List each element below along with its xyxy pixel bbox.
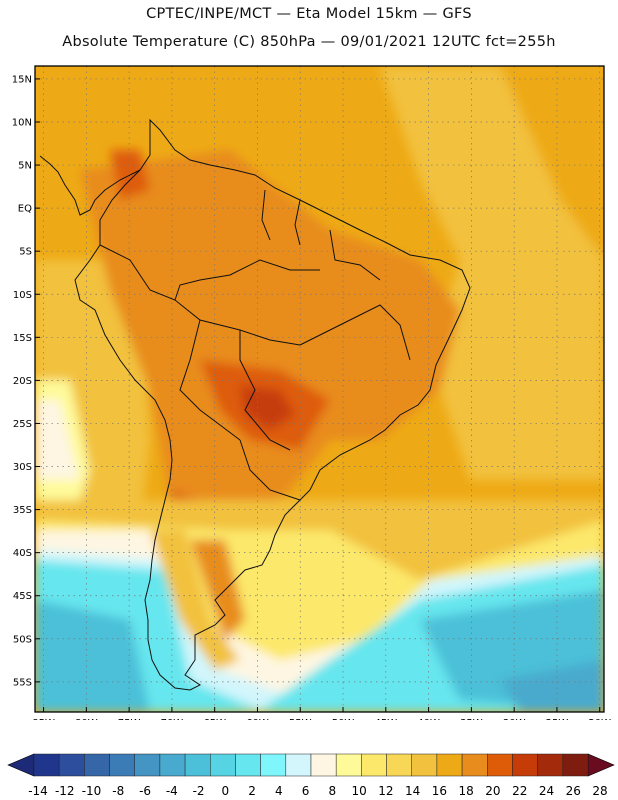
colorbar-label: -8 [112,784,124,798]
colorbar-label: 4 [275,784,283,798]
colorbar-box [210,753,236,777]
colorbar-box [461,753,488,777]
lon-label: 85W [32,718,55,720]
colorbar-box [537,753,564,777]
lon-label: 70W [161,718,184,720]
lon-label: 20W [588,718,611,720]
colorbar-label: 16 [432,784,447,798]
colorbar-box [487,753,513,777]
colorbar: -14 -12 -10 -8 -6 -4 -2 0 2 4 6 8 10 12 14 16 18 20 22 24 26… [7,753,615,798]
colorbar-box [386,753,412,777]
colorbar-label: 28 [592,784,607,798]
colorbar-label: -10 [82,784,102,798]
colorbar-box [436,753,463,777]
lat-label: 10S [13,290,32,301]
colorbar-box [184,753,211,777]
temperature-map: 15N 10N 5N EQ 5S 10S 15S 20S 25S 30S 35S 40S 45S 50S 5… [12,65,611,720]
colorbar-box [361,753,387,777]
lat-label: 45S [13,591,32,602]
coastline-borders [39,118,471,691]
colorbar-box [512,753,538,777]
colorbar-box [159,753,186,777]
lat-label: 10N [12,117,32,128]
colorbar-box [235,753,261,777]
colorbar-box [285,753,312,777]
lat-label: 35S [13,505,32,516]
lon-label: 80W [75,718,98,720]
colorbar-label: -14 [28,784,48,798]
lon-label: 35W [460,718,483,720]
colorbar-box [134,753,161,777]
colorbar-label: 14 [405,784,420,798]
lat-label: 5S [19,247,32,258]
colorbar-label: -12 [55,784,75,798]
lon-label: 45W [374,718,397,720]
colorbar-box [58,753,85,777]
lat-label: 15S [13,333,32,344]
graticule [35,66,604,712]
lat-label: 30S [13,462,32,473]
colorbar-under-arrow [7,753,35,777]
colorbar-label: 18 [459,784,474,798]
colorbar-label: 2 [248,784,256,798]
lon-label: 55W [289,718,312,720]
lat-label: 50S [13,634,32,645]
lon-label: 40W [417,718,440,720]
colorbar-box [335,753,362,777]
title-line-1: CPTEC/INPE/MCT — Eta Model 15km — GFS [146,6,472,22]
colorbar-label: -6 [139,784,151,798]
axis-ticks: 15N 10N 5N EQ 5S 10S 15S 20S 25S 30S 35S 40S 45S 50S 5… [12,74,611,720]
colorbar-label: -4 [166,784,178,798]
colorbar-label: -2 [193,784,205,798]
colorbar-label: 12 [378,784,393,798]
colorbar-box [562,753,589,777]
colorbar-box [109,753,135,777]
colorbar-label: 20 [485,784,500,798]
colorbar-box [260,753,287,777]
lat-label: 20S [13,376,32,387]
lon-label: 50W [332,718,355,720]
lat-label: 40S [13,548,32,559]
lat-label: 5N [18,161,32,172]
colorbar-box [411,753,438,777]
colorbar-label: 26 [566,784,581,798]
lat-label: EQ [18,204,32,215]
colorbar-box [84,753,110,777]
lat-label: 15N [12,74,32,85]
colorbar-box [310,753,337,777]
map-frame [34,65,605,713]
colorbar-box [33,753,60,777]
colorbar-label: 0 [222,784,230,798]
colorbar-label: 8 [329,784,337,798]
colorbar-label: 22 [512,784,527,798]
title-line-2: Absolute Temperature (C) 850hPa — 09/01/… [62,34,556,50]
lon-label: 30W [503,718,526,720]
lon-label: 60W [246,718,269,720]
temperature-field [35,66,604,712]
colorbar-label: 24 [539,784,554,798]
colorbar-over-arrow [587,753,615,777]
lon-label: 75W [118,718,141,720]
lat-label: 25S [13,419,32,430]
colorbar-label: 10 [352,784,367,798]
lon-label: 65W [203,718,226,720]
colorbar-label: 6 [302,784,310,798]
lat-label: 55S [13,677,32,688]
lon-label: 25W [546,718,569,720]
